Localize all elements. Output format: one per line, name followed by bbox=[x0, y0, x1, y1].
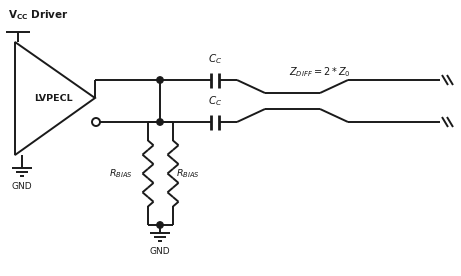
Text: LVPECL: LVPECL bbox=[34, 94, 72, 103]
Circle shape bbox=[157, 119, 163, 125]
Text: $R_{BIAS}$: $R_{BIAS}$ bbox=[109, 167, 133, 180]
Text: $R_{BIAS}$: $R_{BIAS}$ bbox=[176, 167, 200, 180]
Text: $C_C$: $C_C$ bbox=[208, 52, 222, 66]
Text: $C_C$: $C_C$ bbox=[208, 94, 222, 108]
Text: GND: GND bbox=[12, 182, 32, 191]
Circle shape bbox=[92, 118, 100, 126]
Text: $\mathbf{V_{CC}}$ Driver: $\mathbf{V_{CC}}$ Driver bbox=[8, 8, 69, 22]
Text: $Z_{DIFF} = 2*Z_0$: $Z_{DIFF} = 2*Z_0$ bbox=[289, 65, 351, 79]
Circle shape bbox=[157, 77, 163, 83]
Text: GND: GND bbox=[150, 247, 170, 256]
Circle shape bbox=[157, 222, 163, 228]
